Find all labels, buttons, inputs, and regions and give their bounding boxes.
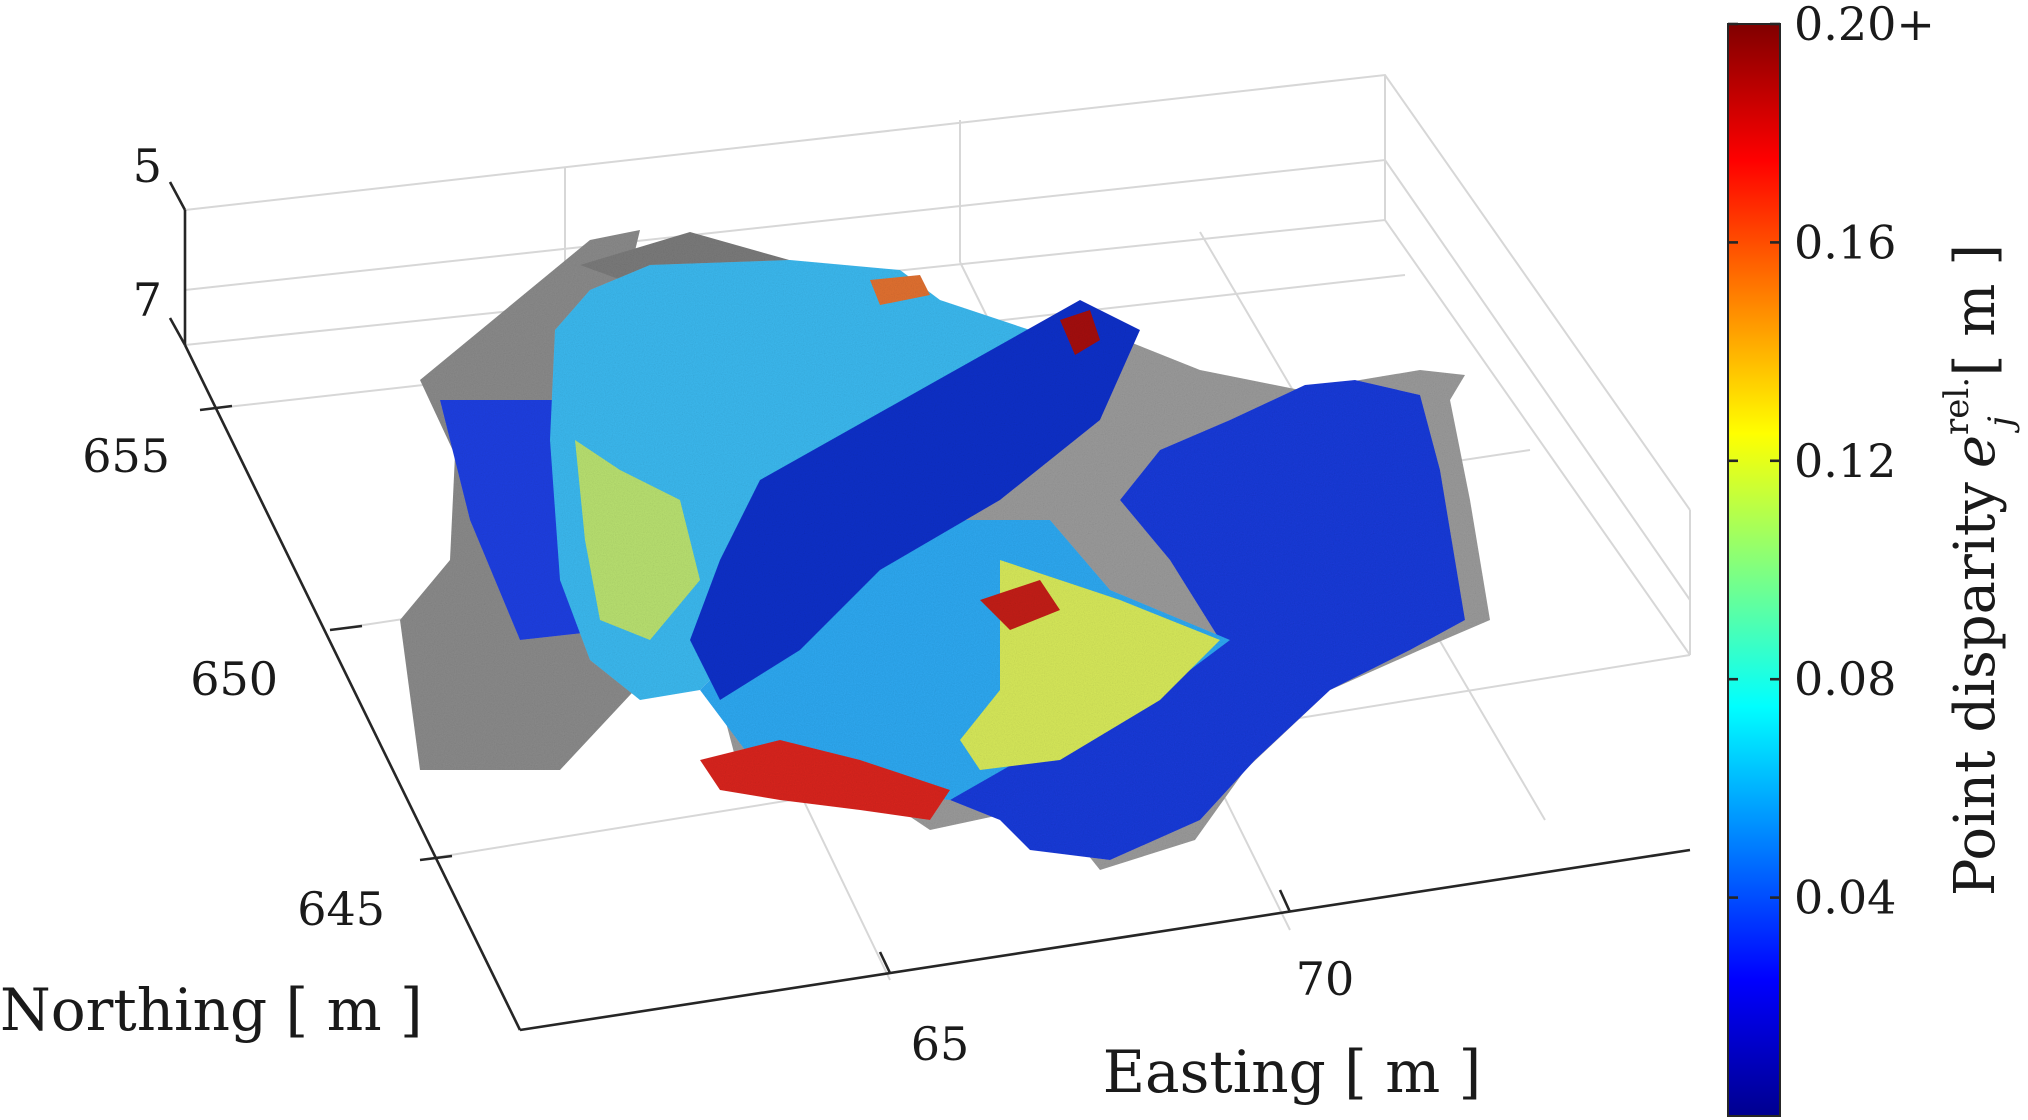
- red-block-center: [980, 580, 1060, 630]
- colorbar-label-subscript: j: [1981, 416, 2021, 434]
- red-top-poles: [1060, 310, 1100, 355]
- red-edge-lower: [700, 740, 950, 820]
- yellow-region-left: [575, 440, 700, 640]
- y-tick-label-655: 655: [82, 429, 170, 483]
- colorbar-tick-label-4: 0.20+: [1794, 0, 1935, 51]
- point-cloud-disparity: [440, 260, 1465, 860]
- x-tick-label-65: 65: [911, 1017, 970, 1071]
- colorbar-tick-label-0: 0.04: [1794, 871, 1896, 925]
- y-tick-645: [419, 854, 453, 862]
- y-tick-label-650: 650: [190, 652, 278, 706]
- y-axis-label: Northing [ m ]: [0, 976, 423, 1044]
- colorbar-label-superscript: rel.: [1937, 377, 1977, 435]
- colorbar-label-symbol: e: [1943, 435, 2008, 468]
- x-tick-70: [1278, 889, 1292, 913]
- colorbar-label-text: Point disparity: [1943, 482, 2008, 896]
- colorbar: 0.04 0.08 0.12 0.16 0.20+ Point disparity ere…: [1727, 0, 2021, 1117]
- y-tick-label-645: 645: [297, 882, 385, 936]
- colorbar-label: Point disparity erel. j [ m ]: [1937, 244, 2021, 896]
- z-tick-label-5: 5: [133, 139, 162, 193]
- tick-labels: 5 7 655 650 645 65 70: [82, 139, 1354, 1071]
- x-axis-label: Easting [ m ]: [1103, 1038, 1482, 1106]
- y-axis-line: [183, 344, 522, 1031]
- colorbar-tick-label-2: 0.12: [1794, 434, 1896, 488]
- x-axis-line: [519, 848, 1691, 1032]
- colorbar-label-unit: [ m ]: [1943, 244, 2008, 376]
- colorbar-ticks: 0.04 0.08 0.12 0.16 0.20+: [1728, 0, 1935, 925]
- z-tick-label-7: 7: [133, 273, 162, 327]
- dark-blue-structure: [690, 300, 1140, 700]
- y-tick-650: [329, 624, 363, 632]
- orange-top-right: [870, 275, 930, 305]
- x-tick-label-70: 70: [1296, 952, 1355, 1006]
- z-tick-7: [168, 317, 187, 346]
- z-tick-5: [168, 181, 187, 211]
- y-tick-655: [199, 404, 233, 412]
- colorbar-tick-label-3: 0.16: [1794, 215, 1896, 269]
- colorbar-bar: [1727, 23, 1781, 1117]
- axis-lines: [168, 181, 1691, 1032]
- x-tick-65: [878, 951, 892, 974]
- grid-back-vertical: [564, 75, 1691, 655]
- colorbar-tick-label-1: 0.08: [1794, 652, 1896, 706]
